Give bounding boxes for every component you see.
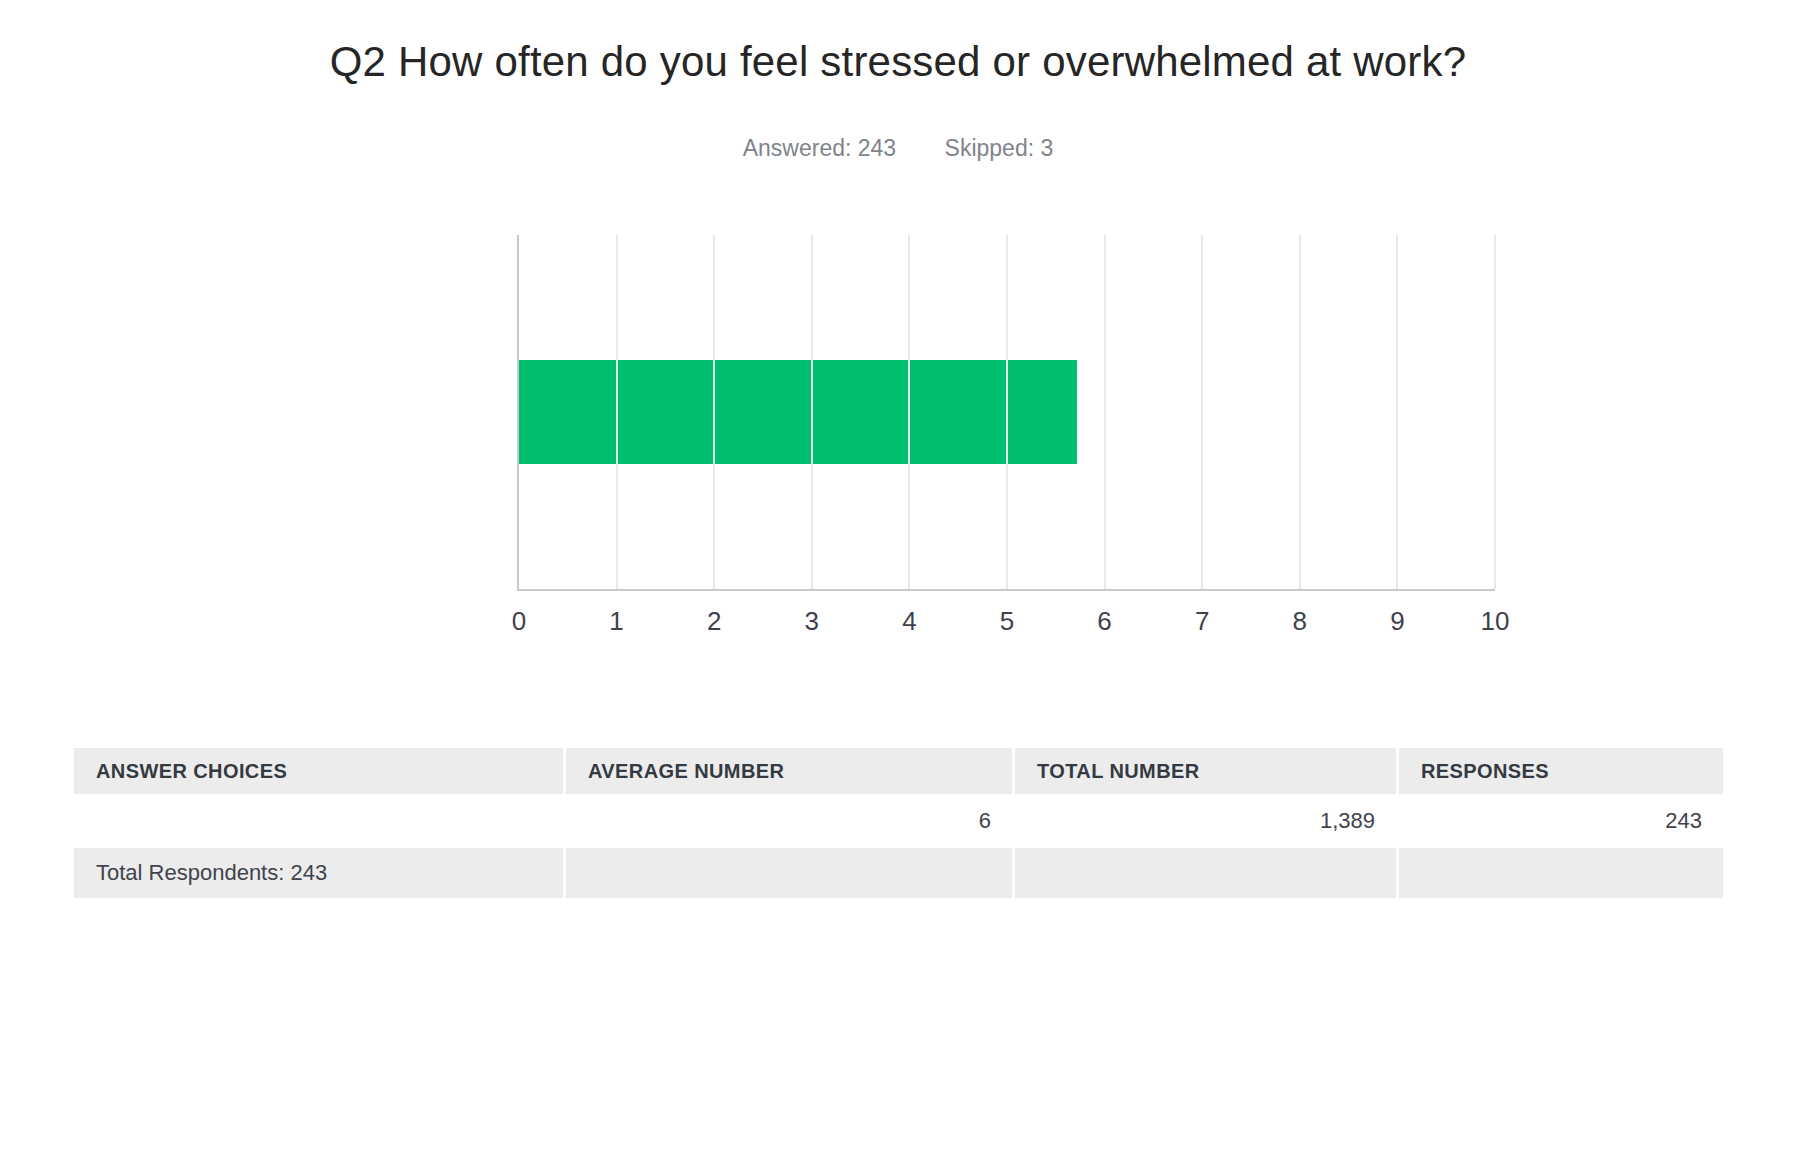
average-bar	[519, 360, 1077, 464]
footer-cell: Total Respondents: 243	[74, 848, 563, 898]
x-tick-label: 10	[1481, 606, 1510, 637]
x-tick-label: 0	[512, 606, 526, 637]
column-header: ANSWER CHOICES	[74, 748, 563, 794]
x-tick-label: 2	[707, 606, 721, 637]
gridline	[1494, 235, 1496, 589]
gridline	[1201, 235, 1203, 589]
footer-cell	[1015, 848, 1396, 898]
data-cell: 6	[566, 794, 1012, 848]
x-tick-label: 4	[902, 606, 916, 637]
gridline	[811, 235, 813, 589]
x-tick-label: 9	[1390, 606, 1404, 637]
skipped-count: Skipped: 3	[945, 135, 1054, 162]
results-table: ANSWER CHOICESAVERAGE NUMBERTOTAL NUMBER…	[74, 748, 1723, 898]
response-stats: Answered: 243 Skipped: 3	[0, 135, 1796, 162]
x-tick-label: 1	[609, 606, 623, 637]
gridline	[1104, 235, 1106, 589]
data-cell	[74, 794, 563, 848]
gridline	[908, 235, 910, 589]
survey-results-page: Q2 How often do you feel stressed or ove…	[0, 0, 1796, 1161]
column-header: TOTAL NUMBER	[1015, 748, 1396, 794]
answered-count: Answered: 243	[743, 135, 896, 162]
gridline	[1299, 235, 1301, 589]
page-title: Q2 How often do you feel stressed or ove…	[0, 38, 1796, 86]
footer-cell	[566, 848, 1012, 898]
gridline	[616, 235, 618, 589]
column-header: AVERAGE NUMBER	[566, 748, 1012, 794]
column-header: RESPONSES	[1399, 748, 1723, 794]
chart-plot-area	[517, 235, 1495, 591]
x-tick-label: 3	[805, 606, 819, 637]
gridline	[1006, 235, 1008, 589]
gridline	[713, 235, 715, 589]
x-tick-label: 6	[1097, 606, 1111, 637]
footer-cell	[1399, 848, 1723, 898]
x-axis: 012345678910	[519, 606, 1495, 642]
x-tick-label: 7	[1195, 606, 1209, 637]
x-tick-label: 8	[1293, 606, 1307, 637]
data-cell: 243	[1399, 794, 1723, 848]
x-tick-label: 5	[1000, 606, 1014, 637]
gridline	[1396, 235, 1398, 589]
data-cell: 1,389	[1015, 794, 1396, 848]
